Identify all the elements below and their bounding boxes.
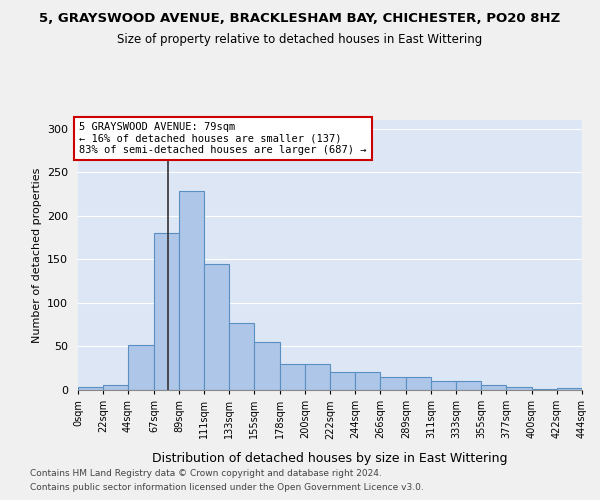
Y-axis label: Number of detached properties: Number of detached properties: [32, 168, 41, 342]
Bar: [557, 388, 582, 390]
Bar: [254, 342, 280, 390]
X-axis label: Distribution of detached houses by size in East Wittering: Distribution of detached houses by size …: [152, 452, 508, 466]
Bar: [204, 264, 229, 390]
Bar: [431, 382, 456, 390]
Bar: [154, 233, 179, 390]
Text: Size of property relative to detached houses in East Wittering: Size of property relative to detached ho…: [118, 32, 482, 46]
Bar: [103, 385, 128, 390]
Text: Contains HM Land Registry data © Crown copyright and database right 2024.: Contains HM Land Registry data © Crown c…: [30, 468, 382, 477]
Bar: [355, 372, 380, 390]
Bar: [330, 372, 355, 390]
Bar: [179, 192, 204, 390]
Bar: [456, 382, 481, 390]
Bar: [128, 344, 154, 390]
Text: 5 GRAYSWOOD AVENUE: 79sqm
← 16% of detached houses are smaller (137)
83% of semi: 5 GRAYSWOOD AVENUE: 79sqm ← 16% of detac…: [79, 122, 367, 155]
Bar: [406, 377, 431, 390]
Text: Contains public sector information licensed under the Open Government Licence v3: Contains public sector information licen…: [30, 484, 424, 492]
Bar: [280, 364, 305, 390]
Bar: [532, 389, 557, 390]
Bar: [506, 388, 532, 390]
Text: 5, GRAYSWOOD AVENUE, BRACKLESHAM BAY, CHICHESTER, PO20 8HZ: 5, GRAYSWOOD AVENUE, BRACKLESHAM BAY, CH…: [40, 12, 560, 26]
Bar: [229, 323, 254, 390]
Bar: [380, 377, 406, 390]
Bar: [582, 388, 600, 390]
Bar: [305, 364, 330, 390]
Bar: [78, 388, 103, 390]
Bar: [481, 385, 506, 390]
